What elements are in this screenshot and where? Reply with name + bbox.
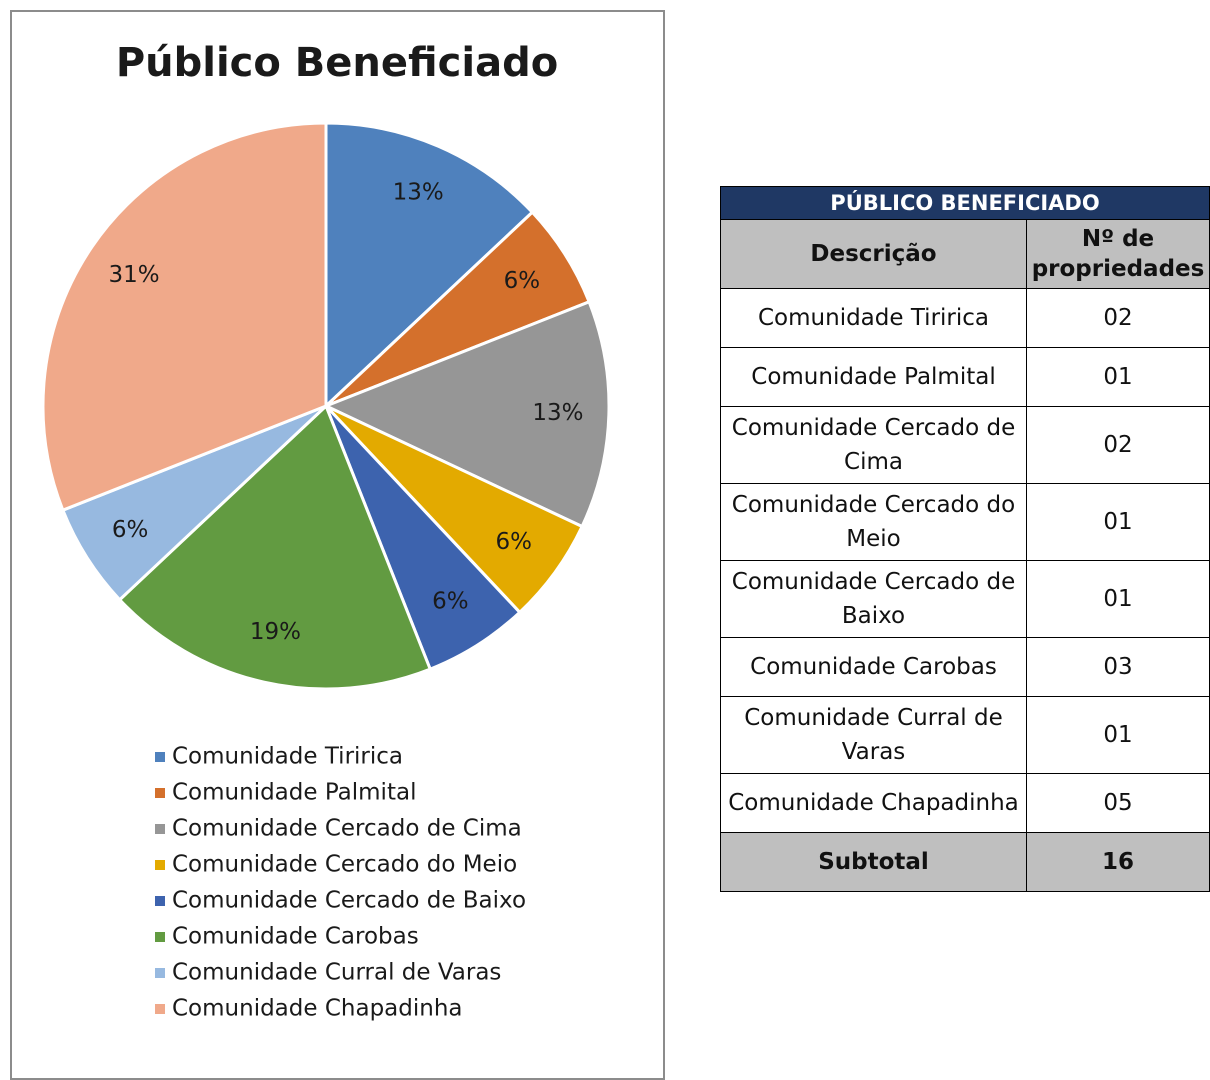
data-label: 6% [504,268,541,294]
data-label: 31% [109,262,160,288]
table-cell: 16 [1025,832,1210,892]
legend-label: Comunidade Chapadinha [172,996,463,1022]
chart-title: Público Beneficiado [116,40,558,86]
pie-slice [324,121,535,410]
column-header: Nº de propriedades [1025,219,1210,289]
pie-slice [41,121,328,513]
table-cell: 02 [1025,406,1210,484]
legend-label: Comunidade Curral de Varas [172,960,501,986]
table-cell: Comunidade Tiririca [720,288,1027,348]
column-header: Descrição [720,219,1027,289]
data-label: 13% [393,180,444,206]
legend-swatch [155,824,165,834]
table-cell: Comunidade Carobas [720,637,1027,697]
legend-swatch [155,932,165,942]
table-row: Comunidade Cercado de Cima 02 [720,406,1210,484]
table-cell: 01 [1025,560,1210,638]
legend-swatch [155,860,165,870]
legend-label: Comunidade Palmital [172,780,416,806]
table-row: Comunidade Palmital 01 [720,347,1210,407]
table-row: Comunidade Tiririca 02 [720,288,1210,348]
table-cell: Comunidade Chapadinha [720,773,1027,833]
table-cell: 03 [1025,637,1210,697]
table-title: PÚBLICO BENEFICIADO [719,186,1210,220]
table-cell: 01 [1025,696,1210,774]
legend-swatch [155,788,165,798]
table-cell: Comunidade Cercado do Meio [720,483,1027,561]
legend-swatch [155,896,165,906]
data-label: 13% [532,400,583,426]
data-label: 19% [250,619,301,645]
table-cell: Comunidade Palmital [720,347,1027,407]
table-cell: Subtotal [720,832,1027,892]
table-cell: 05 [1025,773,1210,833]
pie-slice [322,299,611,529]
table-row: Comunidade Chapadinha 05 [720,773,1210,833]
table-footer: Subtotal 16 [720,832,1210,892]
pie-slice [117,403,433,691]
table-row: Comunidade Carobas 03 [720,637,1210,697]
legend-label: Comunidade Cercado do Meio [172,852,517,878]
table-cell: 02 [1025,288,1210,348]
table-cell: 01 [1025,483,1210,561]
table-row: Comunidade Curral de Varas 01 [720,696,1210,774]
legend-label: Comunidade Cercado de Cima [172,816,522,842]
data-label: 6% [495,529,532,555]
table-row: Comunidade Cercado de Baixo 01 [720,560,1210,638]
table-cell: Comunidade Cercado de Baixo [720,560,1027,638]
data-label: 6% [432,588,469,614]
legend-swatch [155,968,165,978]
table-row: Comunidade Cercado do Meio 01 [720,483,1210,561]
table-cell: Comunidade Cercado de Cima [720,406,1027,484]
table-cell: 01 [1025,347,1210,407]
legend-label: Comunidade Tiririca [172,744,403,770]
data-label: 6% [112,517,149,543]
table: PÚBLICO BENEFICIADO Descrição Nº de propr… [719,186,1210,892]
legend-swatch [155,752,165,762]
table-cell: Comunidade Curral de Varas [720,696,1027,774]
legend-label: Comunidade Cercado de Baixo [172,888,526,914]
legend-swatch [155,1004,165,1014]
legend-label: Comunidade Carobas [172,924,419,950]
